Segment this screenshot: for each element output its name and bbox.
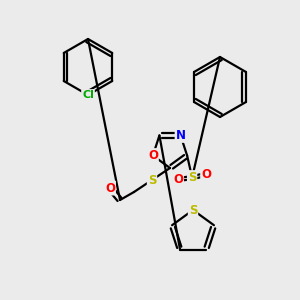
Text: S: S bbox=[188, 171, 197, 184]
Text: N: N bbox=[176, 129, 186, 142]
Text: S: S bbox=[189, 203, 197, 217]
Text: O: O bbox=[201, 168, 211, 181]
Text: S: S bbox=[148, 173, 156, 187]
Text: Cl: Cl bbox=[82, 90, 94, 100]
Text: O: O bbox=[105, 182, 115, 194]
Text: O: O bbox=[173, 173, 183, 186]
Text: O: O bbox=[148, 149, 158, 162]
